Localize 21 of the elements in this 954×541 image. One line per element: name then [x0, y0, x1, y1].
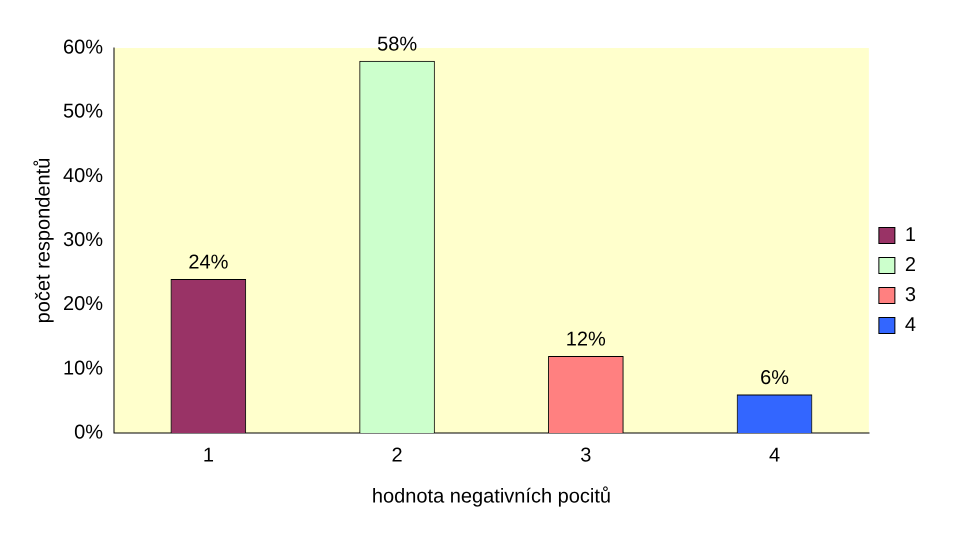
data-label: 12% — [566, 328, 606, 351]
x-axis-title: hodnota negativních pocitů — [372, 486, 611, 508]
x-tick-label: 3 — [580, 444, 592, 467]
legend-label: 1 — [904, 224, 916, 246]
x-tick-label: 4 — [768, 444, 780, 467]
legend-label: 2 — [904, 254, 916, 276]
y-tick-label: 20% — [63, 293, 104, 316]
y-tick-label: 60% — [63, 36, 104, 59]
y-tick-label: 40% — [63, 164, 104, 187]
data-label: 24% — [188, 252, 229, 274]
data-label: 6% — [760, 367, 790, 390]
y-tick-label: 50% — [63, 100, 104, 123]
x-tick-label: 1 — [202, 444, 214, 467]
data-label: 58% — [377, 33, 418, 56]
y-axis-title: počet respondentů — [32, 158, 55, 324]
x-tick-label: 2 — [392, 444, 403, 467]
legend-label: 4 — [904, 314, 916, 336]
legend-label: 3 — [904, 284, 916, 306]
y-tick-label: 0% — [74, 422, 104, 444]
y-tick-label: 10% — [63, 357, 104, 380]
y-tick-label: 30% — [63, 229, 104, 252]
